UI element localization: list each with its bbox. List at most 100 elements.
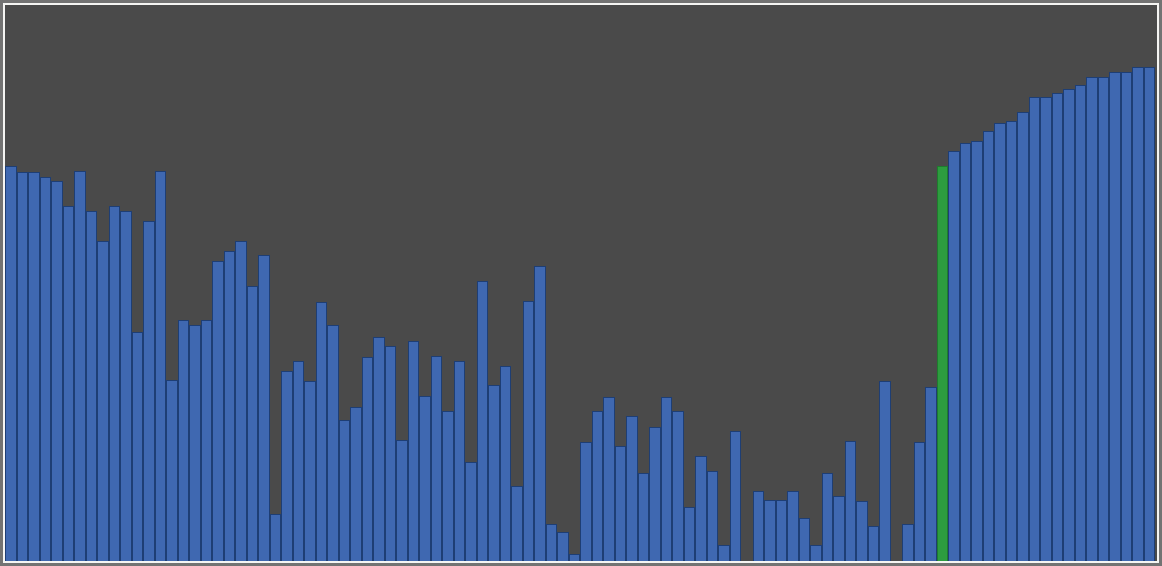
bar	[39, 177, 51, 561]
bar	[557, 532, 569, 561]
bar	[189, 325, 201, 561]
bar	[867, 526, 879, 561]
bar	[879, 381, 891, 561]
bar	[292, 361, 304, 561]
bar	[246, 286, 258, 561]
bar	[821, 473, 833, 561]
bar	[649, 427, 661, 561]
bar	[614, 446, 626, 561]
bar	[62, 206, 74, 561]
highlighted-bar	[936, 166, 948, 561]
bar	[1005, 121, 1017, 561]
bar	[798, 518, 810, 561]
bar	[120, 211, 132, 561]
bar	[833, 496, 845, 561]
bar	[1074, 85, 1086, 561]
bar	[545, 524, 557, 561]
bar	[844, 441, 856, 561]
bar	[258, 255, 270, 561]
bar	[281, 371, 293, 561]
bar	[580, 442, 592, 561]
bar	[764, 500, 776, 561]
bar	[718, 545, 730, 561]
bar	[5, 166, 17, 561]
bar	[108, 206, 120, 561]
bar	[637, 473, 649, 561]
bar	[729, 431, 741, 561]
bar	[1097, 77, 1109, 561]
bar	[465, 462, 477, 561]
bar	[269, 514, 281, 561]
bar	[626, 416, 638, 561]
bar	[856, 501, 868, 561]
bar	[154, 171, 166, 561]
bar	[453, 361, 465, 561]
bar	[304, 381, 316, 561]
bar	[1028, 97, 1040, 561]
bar	[327, 325, 339, 561]
bar	[925, 387, 937, 561]
sort-visualization-canvas	[5, 5, 1157, 561]
bar	[672, 411, 684, 561]
bar	[143, 221, 155, 561]
bar	[85, 211, 97, 561]
bar	[971, 141, 983, 561]
bar	[177, 320, 189, 561]
bar	[959, 143, 971, 561]
bar	[442, 411, 454, 561]
bar	[706, 471, 718, 561]
bar	[361, 357, 373, 561]
bar	[235, 241, 247, 561]
bar	[407, 341, 419, 561]
bar	[1120, 72, 1132, 561]
bar	[430, 356, 442, 561]
bar	[787, 491, 799, 561]
bar	[511, 486, 523, 561]
bar	[488, 385, 500, 561]
bar	[660, 397, 672, 561]
bar	[212, 261, 224, 561]
bar	[396, 440, 408, 561]
bar	[1109, 72, 1121, 561]
bar	[603, 397, 615, 561]
bar	[28, 172, 40, 561]
bar	[350, 407, 362, 561]
bar	[476, 281, 488, 561]
bar	[568, 554, 580, 561]
bar	[1086, 77, 1098, 561]
bar	[373, 337, 385, 561]
bar	[131, 332, 143, 561]
bar	[315, 302, 327, 561]
bar	[74, 171, 86, 561]
bar	[591, 411, 603, 561]
inner-border-line	[3, 3, 1159, 563]
bar	[1051, 93, 1063, 561]
bar	[902, 524, 914, 561]
bar	[534, 266, 546, 561]
bar	[752, 491, 764, 561]
bar	[97, 241, 109, 561]
bar	[338, 420, 350, 561]
bar	[166, 380, 178, 561]
bar	[913, 442, 925, 561]
bar	[683, 507, 695, 561]
bar	[775, 500, 787, 561]
bar	[994, 123, 1006, 561]
bar	[419, 396, 431, 561]
bar	[1132, 67, 1144, 561]
bar	[810, 545, 822, 561]
bar	[948, 151, 960, 561]
bar	[1017, 112, 1029, 561]
bar	[522, 301, 534, 561]
bar	[51, 181, 63, 561]
bar	[982, 131, 994, 561]
bar	[16, 172, 28, 561]
bar	[384, 346, 396, 561]
bar	[695, 456, 707, 561]
bar	[1063, 89, 1075, 561]
bar	[223, 251, 235, 561]
bar	[1143, 67, 1155, 561]
bar	[1040, 97, 1052, 561]
bar	[200, 320, 212, 561]
